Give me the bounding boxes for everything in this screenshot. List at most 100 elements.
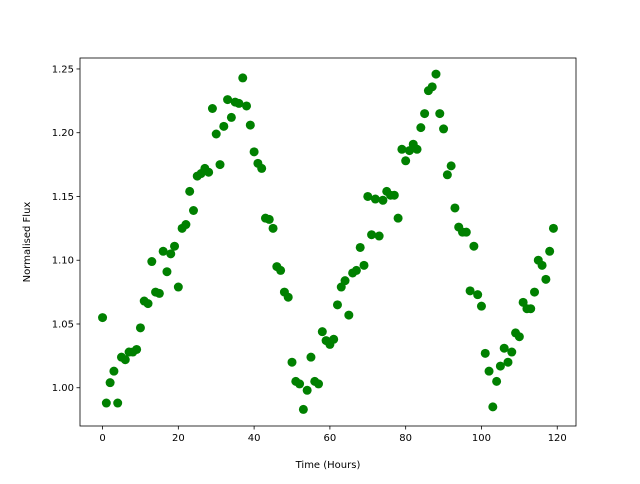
y-axis-label: Normalised Flux	[22, 202, 33, 283]
point	[113, 398, 123, 408]
point	[306, 352, 316, 362]
point	[461, 227, 471, 237]
point	[412, 144, 422, 154]
point	[484, 366, 494, 376]
point	[492, 376, 502, 386]
point	[427, 82, 437, 92]
point	[162, 267, 172, 277]
point	[211, 129, 221, 139]
point	[257, 163, 267, 173]
point	[234, 98, 244, 108]
point	[446, 161, 456, 171]
point	[98, 313, 108, 323]
x-tick-label: 120	[548, 433, 567, 444]
point	[276, 265, 286, 275]
point	[378, 195, 388, 205]
point	[188, 206, 198, 216]
point	[226, 112, 236, 122]
point	[170, 241, 180, 251]
point	[287, 357, 297, 367]
point	[495, 361, 505, 371]
point	[143, 299, 153, 309]
point	[147, 257, 157, 267]
point	[181, 220, 191, 230]
x-tick-label: 40	[248, 433, 261, 444]
point	[135, 323, 145, 333]
point	[317, 327, 327, 337]
point	[442, 170, 452, 180]
y-tick-label: 1.20	[52, 128, 74, 139]
point	[132, 344, 142, 354]
point	[476, 301, 486, 311]
point	[264, 214, 274, 224]
point	[416, 123, 426, 133]
point	[173, 282, 183, 292]
point	[158, 246, 168, 256]
point	[507, 347, 517, 357]
point	[109, 366, 119, 376]
point	[355, 242, 365, 252]
point	[526, 304, 536, 314]
point	[370, 194, 380, 204]
x-tick-label: 100	[472, 433, 491, 444]
point	[242, 101, 252, 111]
point	[314, 379, 324, 389]
point	[223, 95, 233, 105]
point	[397, 144, 407, 154]
x-tick-label: 0	[99, 433, 105, 444]
point	[363, 191, 373, 201]
point	[332, 300, 342, 310]
point	[120, 355, 130, 365]
point	[302, 385, 312, 395]
point	[439, 124, 449, 134]
point	[401, 156, 411, 166]
x-tick-label: 20	[172, 433, 185, 444]
point	[105, 378, 115, 388]
point	[154, 288, 164, 298]
point	[374, 231, 384, 241]
point	[207, 103, 217, 113]
point	[101, 398, 111, 408]
point	[503, 357, 513, 367]
point	[249, 147, 259, 157]
point	[219, 121, 229, 131]
point	[298, 404, 308, 414]
point	[166, 249, 176, 259]
point	[450, 203, 460, 213]
point	[351, 265, 361, 275]
point	[367, 230, 377, 240]
point	[548, 223, 558, 233]
point	[541, 274, 551, 284]
point	[295, 379, 305, 389]
point	[530, 287, 540, 297]
point	[245, 120, 255, 130]
point	[359, 260, 369, 270]
point	[238, 73, 248, 83]
y-tick-label: 1.00	[52, 383, 74, 394]
y-tick-label: 1.10	[52, 256, 74, 267]
y-tick-label: 1.15	[52, 192, 74, 203]
x-tick-label: 60	[324, 433, 337, 444]
x-tick-label: 80	[399, 433, 412, 444]
point	[344, 310, 354, 320]
point	[389, 190, 399, 200]
point	[268, 223, 278, 233]
point	[185, 186, 195, 196]
point	[340, 276, 350, 286]
point	[473, 290, 483, 300]
point	[329, 334, 339, 344]
point	[499, 343, 509, 353]
point	[204, 167, 214, 177]
point	[514, 332, 524, 342]
point	[465, 286, 475, 296]
y-tick-label: 1.05	[52, 319, 74, 330]
point	[545, 246, 555, 256]
point	[283, 292, 293, 302]
point	[215, 160, 225, 170]
point	[393, 213, 403, 223]
point	[537, 260, 547, 270]
axes-frame	[79, 57, 577, 427]
point	[435, 109, 445, 119]
x-axis-label: Time (Hours)	[295, 460, 361, 471]
